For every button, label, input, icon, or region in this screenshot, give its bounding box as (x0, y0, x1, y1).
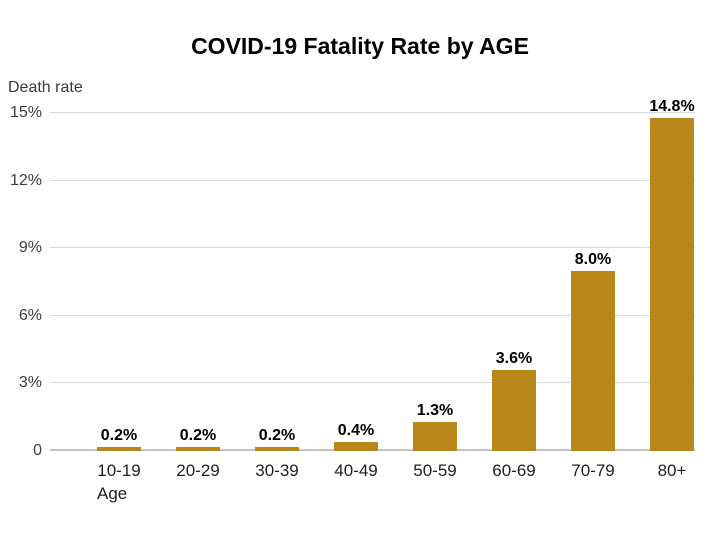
bar-80+ (650, 117, 694, 451)
x-axis-title: Age (97, 484, 128, 503)
x-tick-label-50-59: 50-59 (413, 461, 457, 480)
x-tick-label-60-69: 60-69 (492, 461, 536, 480)
bar-50-59 (413, 421, 457, 451)
gridline-6% (50, 314, 695, 316)
value-label-10-19: 0.2% (100, 426, 138, 444)
y-tick-label: 0 (33, 442, 42, 459)
y-tick-label: 6% (18, 306, 42, 324)
y-tick-label: 12% (9, 171, 42, 189)
y-tick-label: 3% (18, 374, 42, 392)
value-label-40-49: 0.4% (337, 422, 375, 439)
bar-70-79 (571, 270, 615, 451)
value-label-70-79: 8.0% (574, 250, 612, 268)
gridline-3% (50, 382, 695, 384)
x-tick-label-10-19: 10-19 (97, 461, 141, 480)
x-tick-label-20-29: 20-29 (176, 461, 220, 480)
value-label-50-59: 1.3% (416, 401, 454, 419)
value-label-20-29: 0.2% (179, 426, 217, 444)
gridline-9% (50, 247, 695, 249)
bar-30-39 (255, 446, 299, 451)
value-label-80+: 14.8% (649, 97, 695, 115)
gridline-15% (50, 112, 695, 113)
chart-title: COVID-19 Fatality Rate by AGE (191, 33, 529, 59)
gridline-12% (50, 179, 695, 181)
x-tick-label-80+: 80+ (657, 461, 687, 480)
bar-60-69 (492, 369, 536, 451)
plot-area: 0 3% 6% 9% 12% 15% 0.2% 0.2% 0.2% 0.4% 1.3% 3.6% 8.… (10, 98, 695, 503)
x-tick-label-30-39: 30-39 (255, 461, 299, 480)
y-tick-label: 15% (9, 104, 42, 121)
y-tick-label: 9% (18, 239, 42, 257)
y-axis-title: Death rate (8, 79, 83, 96)
bar-10-19 (97, 446, 141, 451)
x-tick-label-70-79: 70-79 (571, 461, 615, 480)
value-label-30-39: 0.2% (258, 426, 296, 444)
value-label-60-69: 3.6% (495, 349, 533, 367)
x-tick-label-40-49: 40-49 (334, 461, 378, 480)
bar-20-29 (176, 446, 220, 451)
bar-40-49 (334, 442, 378, 451)
